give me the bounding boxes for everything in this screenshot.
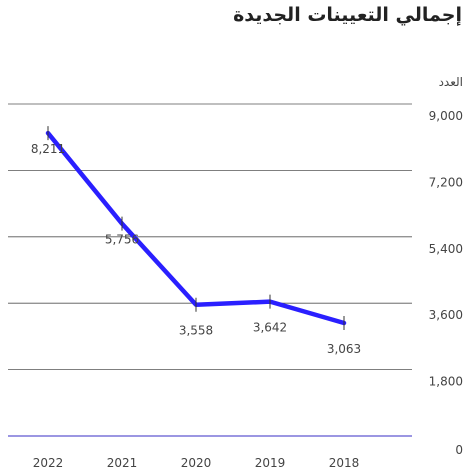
y-tick-label: 7,200 — [429, 175, 463, 189]
x-tick-label: 2019 — [255, 456, 286, 470]
x-tick-label: 2021 — [107, 456, 138, 470]
y-tick-label: 5,400 — [429, 242, 463, 256]
y-tick-label: 9,000 — [429, 109, 463, 123]
y-tick-label: 3,600 — [429, 308, 463, 322]
x-tick-label: 2018 — [329, 456, 360, 470]
data-label: 3,063 — [327, 342, 361, 356]
y-tick-label: 0 — [455, 443, 463, 457]
x-tick-label: 2020 — [181, 456, 212, 470]
data-label: 3,558 — [179, 324, 213, 338]
chart-title: إجمالي التعيينات الجديدة — [233, 4, 462, 26]
data-label: 5,756 — [105, 233, 139, 247]
x-tick-label: 2022 — [33, 456, 64, 470]
data-label: 8,211 — [31, 142, 65, 156]
data-label: 3,642 — [253, 321, 287, 335]
y-axis-unit-label: العدد — [439, 75, 463, 89]
series-line — [45, 130, 347, 326]
y-tick-label: 1,800 — [429, 375, 463, 389]
